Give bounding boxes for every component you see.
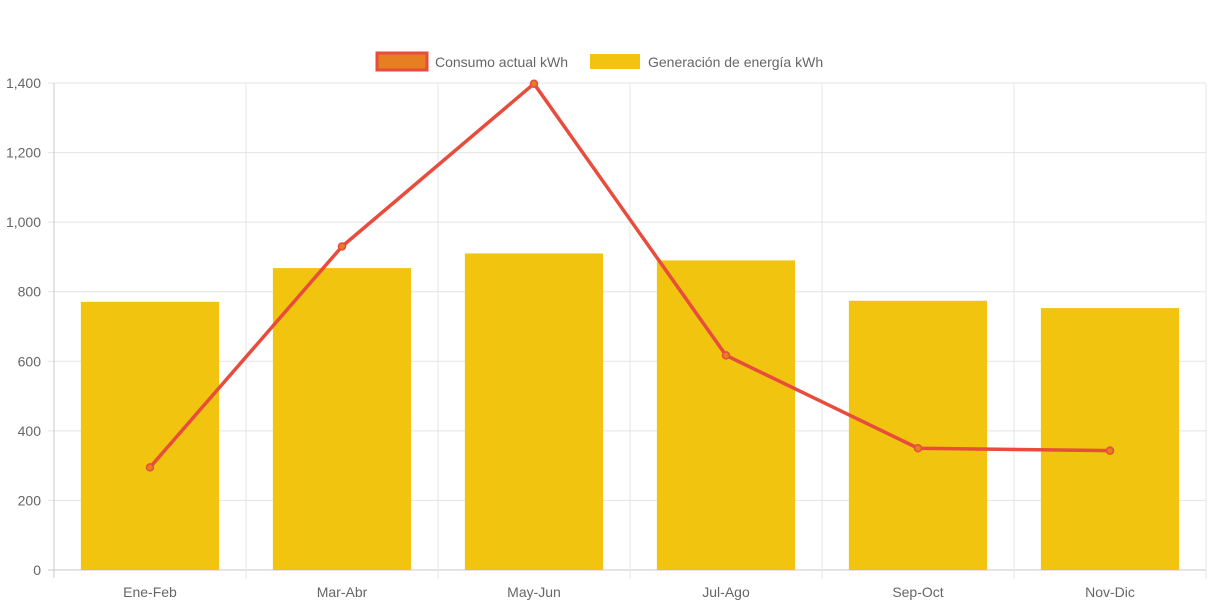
bar-series <box>80 253 1180 570</box>
x-axis: Ene-Feb Mar-Abr May-Jun Jul-Ago Sep-Oct Nov-D… <box>123 584 1135 600</box>
bar-mar-abr[interactable] <box>272 268 412 570</box>
line-series <box>145 79 1115 472</box>
x-tick-label: Ene-Feb <box>123 584 177 600</box>
bar-nov-dic[interactable] <box>1040 308 1180 570</box>
bar-ene-feb[interactable] <box>80 301 220 570</box>
bar-sep-oct[interactable] <box>848 300 988 570</box>
point-mar-abr[interactable] <box>337 242 347 251</box>
point-sep-oct[interactable] <box>913 444 923 453</box>
x-tick-label: Sep-Oct <box>892 584 943 600</box>
x-tick-label: May-Jun <box>507 584 561 600</box>
y-tick-label: 800 <box>18 284 42 300</box>
consumo-line <box>148 81 1111 469</box>
y-tick-label: 200 <box>18 492 42 508</box>
y-tick-label: 1,400 <box>6 75 41 91</box>
y-tick-label: 600 <box>18 353 42 369</box>
legend-label-consumo[interactable]: Consumo actual kWh <box>435 54 568 70</box>
y-tick-label: 1,000 <box>6 214 41 230</box>
point-ene-feb[interactable] <box>145 463 155 472</box>
legend-swatch-generacion[interactable] <box>590 54 640 69</box>
bar-jul-ago[interactable] <box>656 260 796 570</box>
point-jul-ago[interactable] <box>721 351 731 360</box>
x-tick-label: Mar-Abr <box>317 584 368 600</box>
point-may-jun[interactable] <box>529 79 539 88</box>
bar-may-jun[interactable] <box>464 253 604 570</box>
legend: Consumo actual kWh Generación de energía… <box>375 51 823 72</box>
y-tick-label: 1,200 <box>6 145 41 161</box>
y-tick-label: 0 <box>33 562 41 578</box>
x-tick-label: Jul-Ago <box>702 584 750 600</box>
y-axis: 0 200 400 600 800 1,000 1,200 1,400 <box>6 75 41 578</box>
legend-label-generacion[interactable]: Generación de energía kWh <box>648 54 823 70</box>
legend-swatch-consumo[interactable] <box>375 51 429 72</box>
grid <box>48 82 1207 578</box>
x-tick-label: Nov-Dic <box>1085 584 1135 600</box>
point-nov-dic[interactable] <box>1105 446 1115 455</box>
y-tick-label: 400 <box>18 423 42 439</box>
